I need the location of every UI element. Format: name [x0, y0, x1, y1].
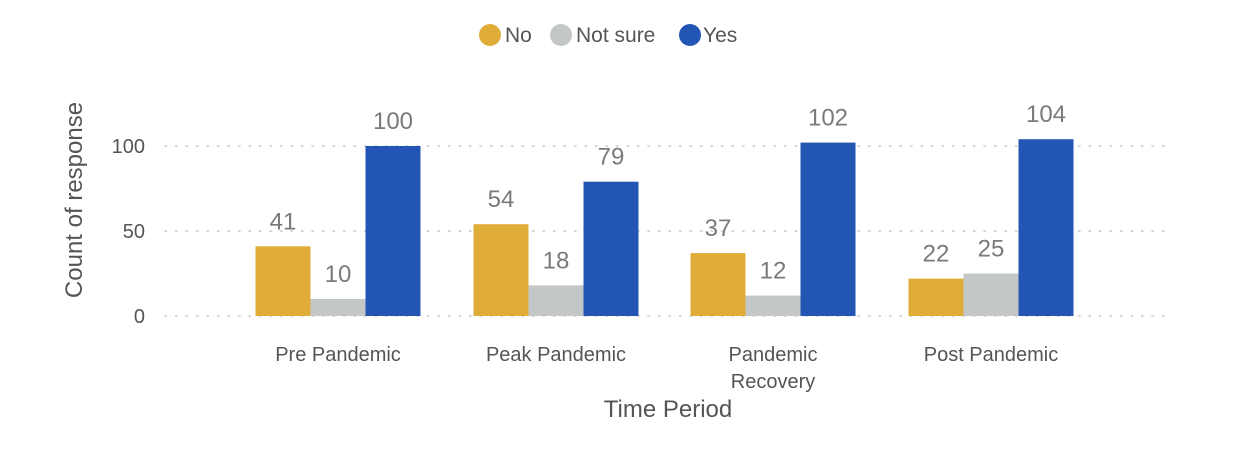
- bar-not-sure: [528, 285, 584, 316]
- bar-yes: [365, 146, 421, 316]
- data-label: 25: [978, 236, 1005, 263]
- bar-yes: [800, 142, 856, 316]
- y-tick-label: 50: [123, 221, 145, 243]
- legend-marker-no: [479, 24, 501, 46]
- x-tick-label: Pre Pandemic: [275, 344, 401, 366]
- x-axis-title: Time Period: [604, 396, 732, 423]
- data-label: 18: [543, 247, 570, 274]
- bar-no: [473, 224, 529, 316]
- data-label: 41: [270, 208, 297, 235]
- legend-marker-not-sure: [550, 24, 572, 46]
- data-label: 37: [705, 215, 732, 242]
- bar-yes: [583, 181, 639, 316]
- data-label: 79: [598, 144, 625, 171]
- y-tick-label: 100: [112, 136, 145, 158]
- data-label: 12: [760, 258, 787, 285]
- y-axis-title: Count of response: [61, 102, 88, 298]
- x-tick-label: Recovery: [731, 371, 815, 393]
- y-tick-label: 0: [134, 306, 145, 328]
- legend-label: No: [505, 24, 532, 47]
- bar-not-sure: [310, 299, 366, 316]
- x-tick-label: Peak Pandemic: [486, 344, 626, 366]
- data-label: 100: [373, 108, 413, 135]
- x-tick-label: Pandemic: [729, 344, 818, 366]
- legend-label: Not sure: [576, 24, 655, 47]
- bar-not-sure: [963, 273, 1019, 316]
- legend-marker-yes: [679, 24, 701, 46]
- bar-no: [908, 278, 964, 316]
- bar-no: [255, 246, 311, 316]
- legend-label: Yes: [703, 24, 737, 47]
- bar-not-sure: [745, 295, 801, 316]
- bar-yes: [1018, 139, 1074, 316]
- x-tick-label: Post Pandemic: [924, 344, 1059, 366]
- data-label: 102: [808, 105, 848, 132]
- data-label: 10: [325, 261, 352, 288]
- data-label: 104: [1026, 101, 1066, 128]
- bar-no: [690, 253, 746, 316]
- data-label: 54: [488, 186, 515, 213]
- data-label: 22: [923, 241, 950, 268]
